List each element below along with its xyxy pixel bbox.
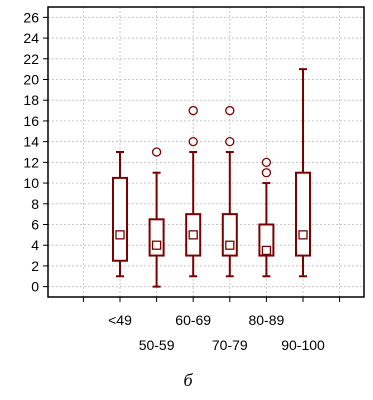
- y-tick-label-9: 18: [23, 92, 39, 108]
- outlier-2-1: [188, 105, 198, 116]
- grid-lines: [48, 7, 364, 297]
- x-category-label-3: 70-79: [212, 337, 248, 353]
- outlier-3-0: [225, 136, 235, 147]
- figure-caption: б: [183, 370, 193, 390]
- median-marker-5: [298, 230, 308, 240]
- iqr-box-0: [112, 176, 128, 262]
- y-tick-label-10: 20: [23, 72, 39, 88]
- y-tick-label-4: 8: [31, 196, 39, 212]
- outlier-2-0: [188, 136, 198, 147]
- y-tick-label-6: 12: [23, 154, 39, 170]
- box-2: [185, 105, 202, 278]
- y-tick-label-8: 16: [23, 113, 39, 129]
- box-5: [295, 68, 311, 278]
- outlier-4-0: [261, 168, 272, 178]
- median-marker-3: [225, 240, 235, 250]
- box-3: [221, 105, 238, 278]
- y-tick-label-3: 6: [31, 217, 39, 233]
- outlier-1-0: [151, 147, 162, 157]
- median-marker-1: [151, 240, 162, 250]
- iqr-box-1: [148, 218, 165, 257]
- x-category-label-4: 80-89: [248, 312, 284, 328]
- box-4: [258, 157, 275, 278]
- y-tick-label-7: 14: [23, 134, 39, 150]
- x-category-label-2: 60-69: [175, 312, 211, 328]
- x-category-label-5: 90-100: [281, 337, 325, 353]
- outlier-4-1: [261, 157, 272, 168]
- box-series: [112, 68, 311, 288]
- y-tick-label-0: 0: [31, 279, 39, 295]
- x-category-label-1: 50-59: [139, 337, 175, 353]
- x-category-label-0: <49: [108, 312, 132, 328]
- median-marker-0: [115, 230, 125, 240]
- y-tick-label-12: 24: [23, 30, 39, 46]
- median-marker-4: [261, 245, 272, 256]
- y-tick-label-13: 26: [23, 9, 39, 25]
- median-marker-2: [188, 230, 198, 240]
- outlier-3-1: [225, 105, 235, 116]
- box-1: [148, 147, 165, 288]
- plot-frame: [47, 6, 365, 298]
- y-tick-label-2: 4: [31, 237, 39, 253]
- box-0: [112, 151, 128, 278]
- y-tick-label-11: 22: [23, 51, 39, 67]
- y-tick-label-5: 10: [23, 175, 39, 191]
- iqr-box-5: [295, 171, 311, 257]
- y-tick-label-1: 2: [31, 258, 39, 274]
